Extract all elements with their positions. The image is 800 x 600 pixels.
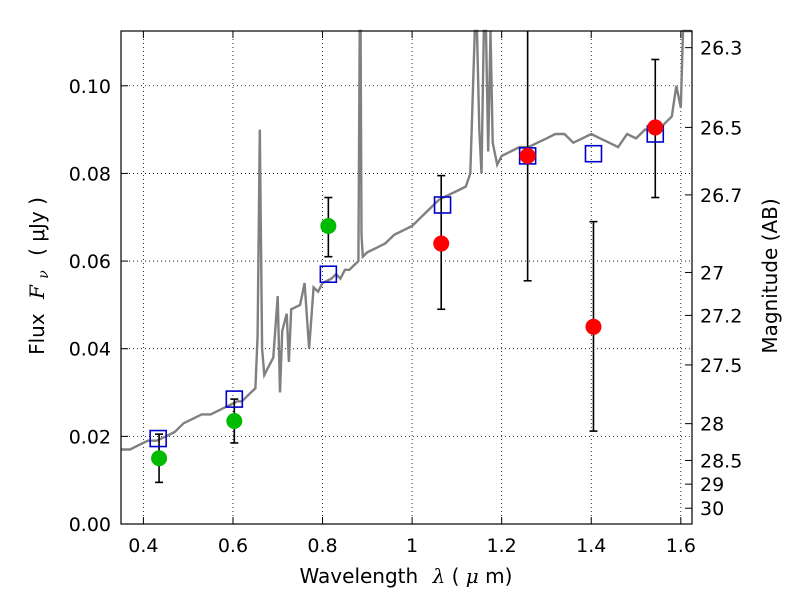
plot-frame: [120, 30, 693, 525]
y-tick-label: 0.00: [69, 514, 111, 536]
y2-tick-label: 26.3: [700, 38, 742, 60]
grid-lines: [121, 31, 692, 525]
x-tick-label: 0.8: [307, 535, 337, 557]
x-axis-title-unit-close: m): [485, 564, 512, 588]
x-tick-label: 1.2: [487, 535, 517, 557]
axis-ticks: [121, 31, 692, 525]
y-tick-labels: 0.00 0.02 0.04 0.06 0.08 0.10: [69, 76, 111, 536]
model-photometry-square: [149, 429, 167, 448]
x-tick-label: 1.4: [576, 535, 606, 557]
x-tick-label: 0.4: [128, 535, 158, 557]
x-axis-title-unit-open: (: [452, 564, 460, 588]
y2-tick-label: 26.7: [700, 185, 742, 207]
x-tick-label: 1.6: [666, 535, 696, 557]
observed-flux-point: [433, 235, 450, 252]
y-tick-label: 0.10: [69, 76, 111, 98]
x-tick-label: 0.6: [218, 535, 248, 557]
y2-tick-label: 26.5: [700, 117, 742, 139]
y2-tick-label: 30: [700, 498, 724, 520]
observed-flux-point: [519, 147, 536, 164]
y-axis-title-unit: ( μJy ): [25, 197, 49, 256]
y2-tick-label: 27.5: [700, 355, 742, 377]
x-tick-labels: 0.4 0.6 0.8 1 1.2 1.4 1.6: [128, 535, 696, 557]
y2-axis-title: Magnitude (AB): [758, 198, 782, 353]
y-axis-title-text: Flux: [25, 313, 49, 355]
y-tick-label: 0.08: [69, 163, 111, 185]
y2-tick-label: 27: [700, 262, 724, 284]
observed-flux-point: [151, 450, 168, 467]
y-tick-label: 0.04: [69, 339, 111, 361]
y2-tick-label: 28.5: [700, 450, 742, 472]
x-tick-label: 1: [406, 535, 418, 557]
x-axis-title: Wavelength λ ( μ m): [300, 564, 513, 588]
y-tick-label: 0.02: [69, 426, 111, 448]
x-axis-title-unit-mu: μ: [466, 564, 479, 588]
model-photometry-square: [584, 144, 603, 163]
x-axis-title-symbol: λ: [432, 564, 446, 588]
model-photometry-square: [319, 265, 338, 284]
y-axis-title-symbol: F: [25, 284, 49, 300]
y-axis-title-sub: ν: [36, 270, 52, 279]
model-photometry-square: [225, 390, 244, 408]
y2-tick-label: 28: [700, 414, 724, 436]
plot-area: [121, 29, 692, 484]
observed-photometry-points: [151, 119, 664, 467]
y-tick-label: 0.06: [69, 251, 111, 273]
observed-flux-point: [647, 119, 664, 136]
y2-tick-label: 29: [700, 474, 724, 496]
observed-flux-point: [226, 413, 243, 430]
observed-flux-point: [585, 318, 602, 335]
model-photometry-points: [149, 125, 665, 448]
model-photometry-square: [433, 196, 452, 214]
y-axis-title: Flux F ν ( μJy ): [25, 197, 53, 355]
y2-tick-label: 27.2: [700, 305, 742, 327]
observed-flux-point: [320, 218, 337, 235]
x-axis-title-text: Wavelength: [300, 564, 419, 588]
model-spectrum-line: [121, 29, 692, 451]
